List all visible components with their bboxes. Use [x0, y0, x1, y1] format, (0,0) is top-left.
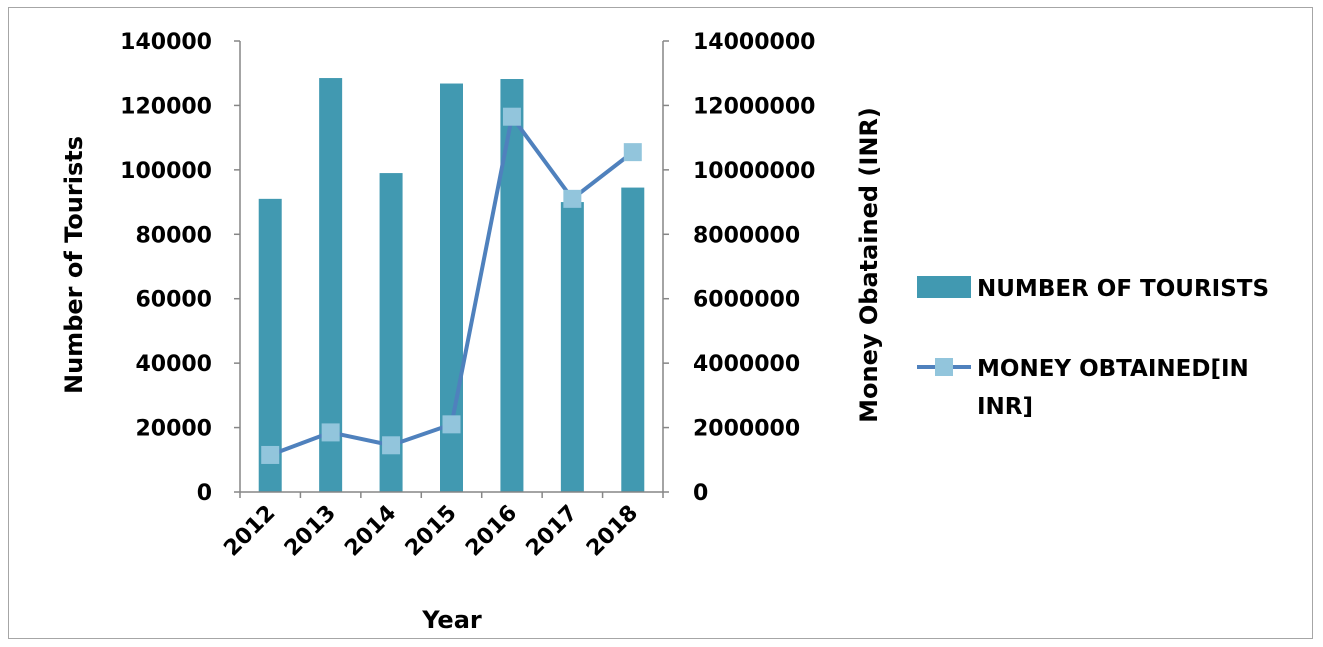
money-marker-2017 — [563, 189, 582, 208]
money-marker-2015 — [442, 415, 461, 434]
y2-tick-label: 8000000 — [693, 223, 800, 248]
y2-axis-title: Money Obatained (INR) — [855, 107, 883, 423]
y2-tick-label: 12000000 — [693, 94, 815, 119]
x-tick-label-2015: 2015 — [401, 501, 462, 562]
y2-tick-label: 14000000 — [693, 30, 815, 55]
legend-label-tourists: NUMBER OF TOURISTS — [977, 276, 1269, 302]
legend-label-money-line2: INR] — [977, 394, 1033, 420]
y-tick-label: 20000 — [135, 417, 212, 442]
y-tick-label: 140000 — [120, 30, 212, 55]
money-marker-2012 — [261, 445, 280, 464]
legend-label-money-line1: MONEY OBTAINED[IN — [977, 356, 1249, 382]
x-tick-label-2018: 2018 — [582, 501, 643, 562]
x-tick-label-2012: 2012 — [219, 501, 280, 562]
x-axis-title: Year — [421, 606, 482, 634]
y-axis-title: Number of Tourists — [60, 136, 88, 394]
legend-swatch-tourists — [917, 276, 971, 298]
tick-labels: 0200004000060000800001000001200001400000… — [120, 30, 815, 562]
y-tick-label: 80000 — [135, 223, 212, 248]
axes — [234, 40, 669, 498]
x-tick-label-2016: 2016 — [461, 501, 522, 562]
bar-2018 — [621, 187, 645, 492]
y-tick-label: 40000 — [135, 352, 212, 377]
bar-2012 — [258, 198, 282, 492]
line-series-money — [261, 107, 642, 464]
bar-series-tourists — [258, 78, 645, 493]
y2-tick-label: 4000000 — [693, 352, 800, 377]
y-tick-label: 0 — [197, 481, 212, 506]
x-tick-label-2013: 2013 — [280, 501, 341, 562]
chart-frame — [8, 7, 1313, 639]
legend-swatch-money-marker — [935, 358, 953, 376]
money-marker-2014 — [382, 436, 401, 455]
bar-2016 — [500, 79, 524, 493]
y2-tick-label: 6000000 — [693, 288, 800, 313]
money-marker-2013 — [321, 423, 340, 442]
money-marker-2018 — [623, 143, 642, 162]
y2-tick-label: 0 — [693, 481, 708, 506]
bar-2017 — [560, 202, 584, 493]
y-tick-label: 60000 — [135, 288, 212, 313]
bar-2014 — [379, 173, 403, 493]
y-tick-label: 100000 — [120, 159, 212, 184]
legend: NUMBER OF TOURISTS MONEY OBTAINED[IN INR… — [917, 276, 1269, 420]
money-marker-2016 — [502, 107, 521, 126]
y2-tick-label: 10000000 — [693, 159, 815, 184]
y-tick-label: 120000 — [120, 94, 212, 119]
x-tick-label-2014: 2014 — [340, 501, 401, 562]
x-tick-label-2017: 2017 — [522, 501, 583, 562]
y2-tick-label: 2000000 — [693, 417, 800, 442]
bar-2013 — [319, 78, 343, 493]
